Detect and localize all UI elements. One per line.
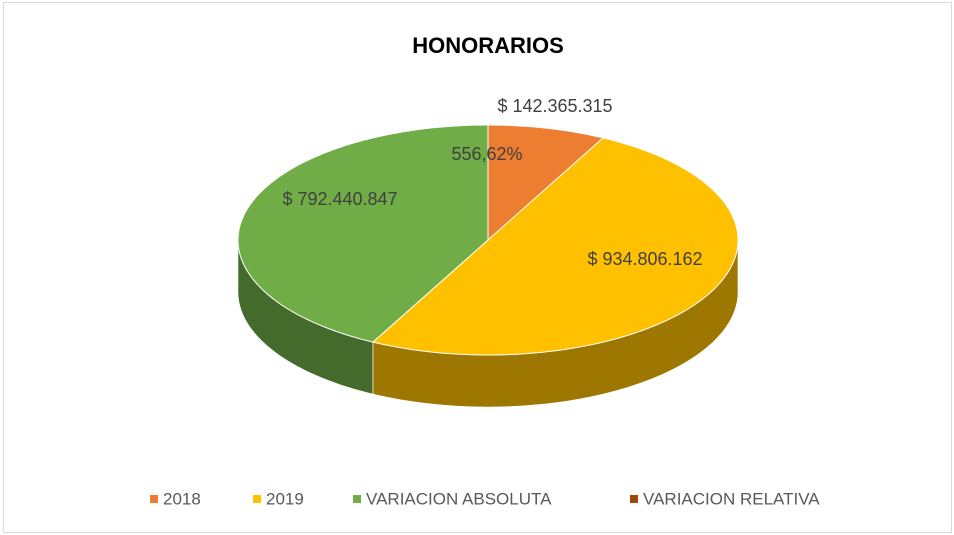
data-label: $ 142.365.315 [497, 96, 612, 116]
pie-slice [237, 124, 489, 343]
pie-tops [237, 124, 739, 356]
data-label: 556,62% [451, 144, 522, 164]
data-label: $ 934.806.162 [587, 249, 702, 269]
legend: 2018 2019 VARIACION ABSOLUTA VARIACION RELA… [150, 489, 820, 508]
legend-swatch [353, 495, 361, 503]
legend-swatch [150, 495, 158, 503]
data-label: $ 792.440.847 [282, 189, 397, 209]
legend-label: VARIACION ABSOLUTA [366, 489, 552, 508]
legend-label: 2019 [266, 489, 304, 508]
chart-title: HONORARIOS [412, 33, 564, 58]
legend-swatch [253, 495, 261, 503]
pie-slice [487, 124, 605, 242]
legend-label: 2018 [163, 489, 201, 508]
legend-label: VARIACION RELATIVA [643, 489, 820, 508]
legend-swatch [630, 495, 638, 503]
pie-slice [371, 137, 739, 356]
data-labels: $ 142.365.315 $ 934.806.162 $ 792.440.847 5… [282, 96, 702, 269]
